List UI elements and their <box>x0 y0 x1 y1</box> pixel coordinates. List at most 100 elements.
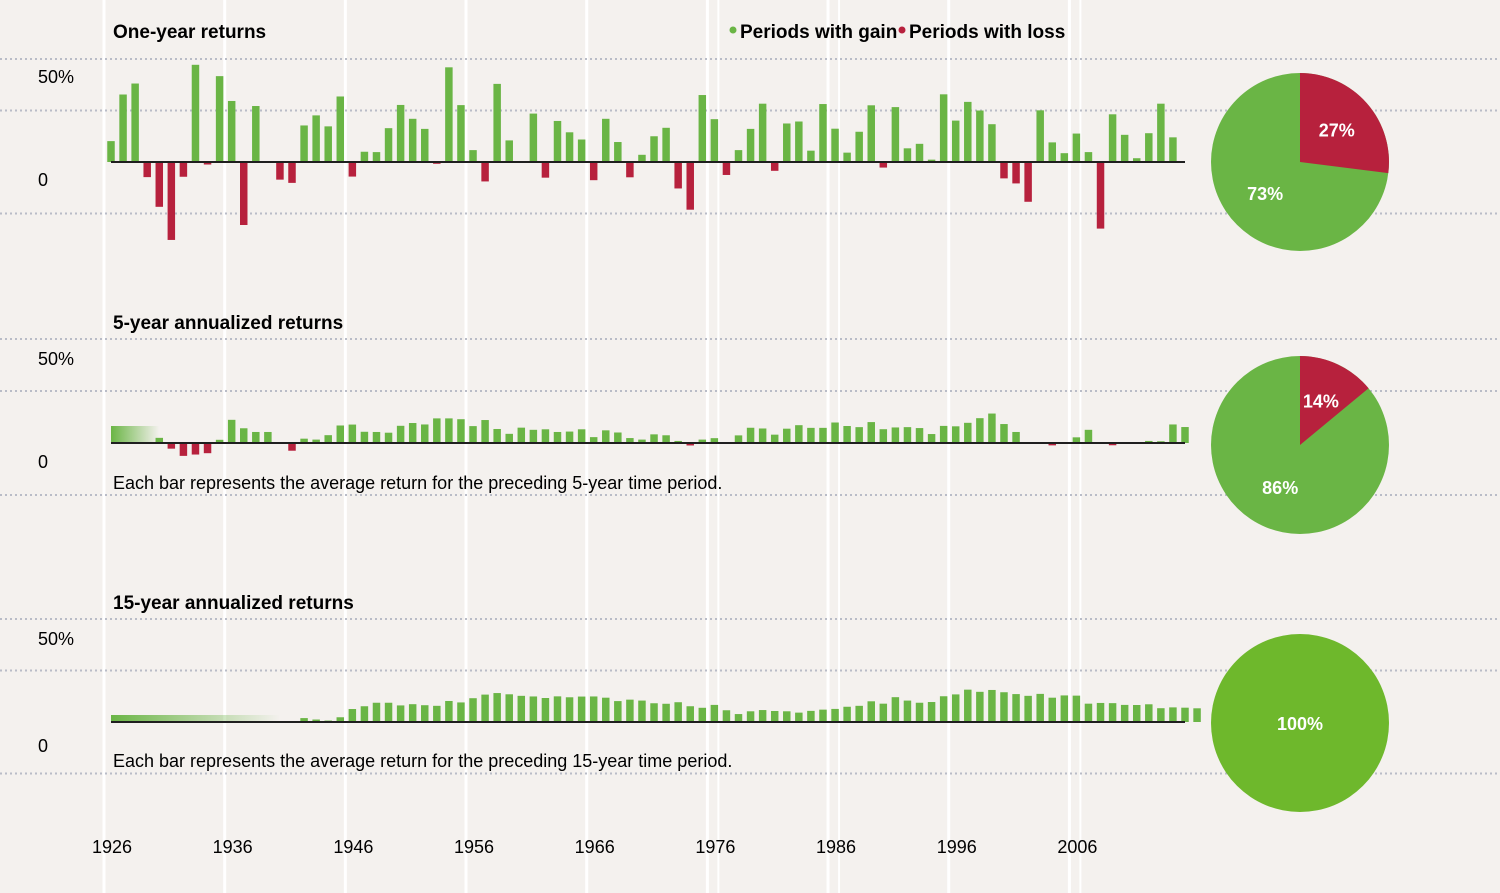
bar-1984 <box>807 427 815 443</box>
bar-1955 <box>457 105 465 162</box>
bar-1995 <box>939 425 948 443</box>
bar-1954 <box>445 700 453 722</box>
bar-1973 <box>674 162 682 189</box>
bar-1990 <box>879 162 888 168</box>
x-tick-label-1946: 1946 <box>333 837 373 857</box>
bar-1978 <box>734 714 743 722</box>
bar-1955 <box>457 702 465 722</box>
bar-1991 <box>891 427 900 443</box>
bar-1950 <box>396 425 405 443</box>
bar-1980 <box>758 428 767 443</box>
bar-1954 <box>445 418 453 443</box>
legend-gain-label: Periods with gain <box>740 22 897 43</box>
pie-gain-slice <box>1211 634 1389 812</box>
bar-1977 <box>722 710 731 722</box>
bar-1956 <box>469 698 477 722</box>
bar-1998 <box>976 110 984 162</box>
bar-1964 <box>565 431 574 443</box>
bar-1961 <box>529 429 538 443</box>
bar-1979 <box>746 711 755 722</box>
bar-1990 <box>879 429 888 443</box>
bar-1988 <box>855 131 863 162</box>
bar-2003 <box>1036 693 1044 722</box>
bar-2009 <box>1108 703 1117 722</box>
bar-1988 <box>855 427 863 443</box>
bar-2010 <box>1120 704 1129 722</box>
bar-1959 <box>505 140 513 162</box>
bar-1938 <box>252 106 260 162</box>
bar-1992 <box>903 148 912 162</box>
bar-1971 <box>650 703 658 722</box>
bar-1965 <box>577 139 586 162</box>
bar-1933 <box>191 443 200 455</box>
bar-1951 <box>408 118 417 162</box>
bar-1966 <box>589 162 598 181</box>
x-tick-label-1936: 1936 <box>213 837 253 857</box>
bar-1964 <box>565 697 574 722</box>
pie-1: 27% 73% <box>1211 73 1389 251</box>
bar-1968 <box>614 432 622 443</box>
bar-1973 <box>674 440 682 443</box>
bar-1978 <box>734 435 743 443</box>
bar-1950 <box>396 104 405 162</box>
bar-1926 <box>107 141 115 162</box>
bar-1949 <box>384 128 393 162</box>
bar-2008 <box>1096 702 1105 722</box>
y-tick-label-0: 0 <box>38 736 48 756</box>
bar-1962 <box>541 429 550 443</box>
x-tick-label-1966: 1966 <box>575 837 615 857</box>
bar-1967 <box>602 697 610 722</box>
bar-1938 <box>252 431 260 443</box>
bar-1999 <box>988 689 996 722</box>
panel-3: 15-year annualized returns 50% 0 Each bar r… <box>38 593 1201 771</box>
bar-1959 <box>505 694 513 722</box>
pie-loss-slice <box>1300 73 1389 174</box>
bar-1981 <box>770 434 779 443</box>
bar-1994 <box>927 702 936 722</box>
bar-1957 <box>481 694 489 722</box>
bar-1945 <box>336 717 345 722</box>
bar-1947 <box>360 431 369 443</box>
x-tick-label-1926: 1926 <box>92 837 132 857</box>
bar-1969 <box>626 162 634 178</box>
bar-2014 <box>1169 707 1177 722</box>
bar-1978 <box>734 150 743 162</box>
bar-1935 <box>215 439 224 443</box>
bar-1989 <box>867 422 875 443</box>
panel-note: Each bar represents the average return f… <box>113 473 722 493</box>
bar-1937 <box>240 162 248 225</box>
bar-1927 <box>119 94 127 162</box>
bar-1992 <box>903 700 912 722</box>
pie-loss-label: 14% <box>1303 392 1339 412</box>
bar-1996 <box>951 120 960 162</box>
pie-loss-slice <box>1300 356 1369 445</box>
bar-1941 <box>288 162 296 183</box>
lead-in-fade <box>111 715 280 722</box>
pie-gain-label: 86% <box>1262 478 1298 498</box>
bar-1969 <box>626 699 634 722</box>
bar-1961 <box>529 113 538 162</box>
y-tick-label-50: 50% <box>38 67 74 87</box>
bar-1943 <box>312 439 320 443</box>
bar-1984 <box>807 150 815 162</box>
bar-1956 <box>469 426 477 443</box>
bar-1965 <box>577 429 586 443</box>
bar-1930 <box>155 162 164 207</box>
bar-1931 <box>167 443 176 449</box>
bar-1944 <box>324 435 332 443</box>
bar-1985 <box>819 104 827 162</box>
bar-1998 <box>976 418 984 443</box>
bar-1963 <box>553 431 562 443</box>
bar-1953 <box>433 418 441 443</box>
x-axis-labels: 1926 1936 1946 1956 1966 1976 1986 1996 2006 <box>92 837 1097 857</box>
legend-loss-dot <box>898 26 906 34</box>
bar-1936 <box>227 100 236 162</box>
bar-1979 <box>746 128 755 162</box>
y-tick-label-50: 50% <box>38 629 74 649</box>
bar-1958 <box>493 83 501 162</box>
bar-1985 <box>819 709 827 722</box>
bar-2012 <box>1145 704 1153 722</box>
bar-1948 <box>372 702 381 722</box>
